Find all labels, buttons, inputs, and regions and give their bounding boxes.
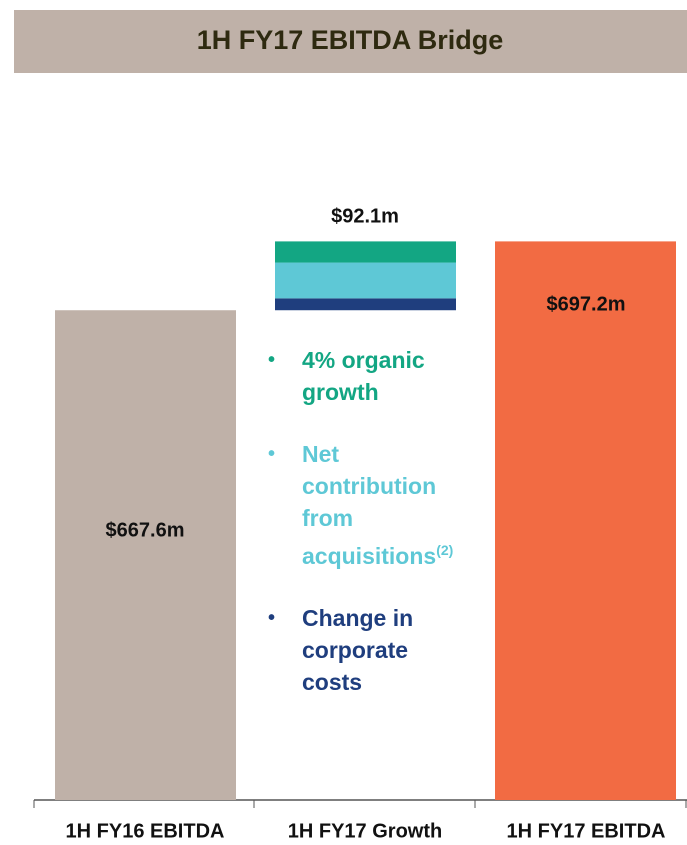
data-label: $92.1m (331, 206, 399, 228)
growth-segment (275, 298, 456, 311)
growth-segment (275, 241, 456, 263)
bar (495, 241, 676, 800)
bar (55, 310, 236, 800)
x-tick-label: 1H FY17 EBITDA (507, 820, 666, 842)
legend-item: • 4% organic growth (268, 344, 468, 408)
legend-label: 4% organic growth (302, 347, 425, 405)
data-label: $697.2m (547, 294, 626, 316)
data-label: $667.6m (106, 519, 185, 541)
title-banner (14, 10, 687, 73)
legend-text: 4% organic growth (302, 344, 464, 408)
x-tick-label: 1H FY17 Growth (288, 820, 442, 842)
x-tick-label: 1H FY16 EBITDA (66, 820, 225, 842)
growth-segment (275, 262, 456, 299)
legend-label: Change in corporate costs (302, 605, 414, 695)
legend-item: • Change in corporate costs (268, 602, 468, 698)
chart-title: 1H FY17 EBITDA Bridge (197, 25, 504, 55)
legend-item: • Net contribution from acquisitions(2) (268, 438, 468, 572)
footnote-marker: (2) (436, 542, 454, 558)
legend-text: Net contribution from acquisitions(2) (302, 438, 464, 572)
legend-text: Change in corporate costs (302, 602, 464, 698)
legend: • 4% organic growth • Net contribution from… (268, 344, 468, 698)
bullet: • (268, 443, 276, 465)
legend-label: Net contribution from acquisitions (302, 441, 437, 569)
bullet: • (268, 607, 276, 629)
bullet: • (268, 349, 276, 371)
